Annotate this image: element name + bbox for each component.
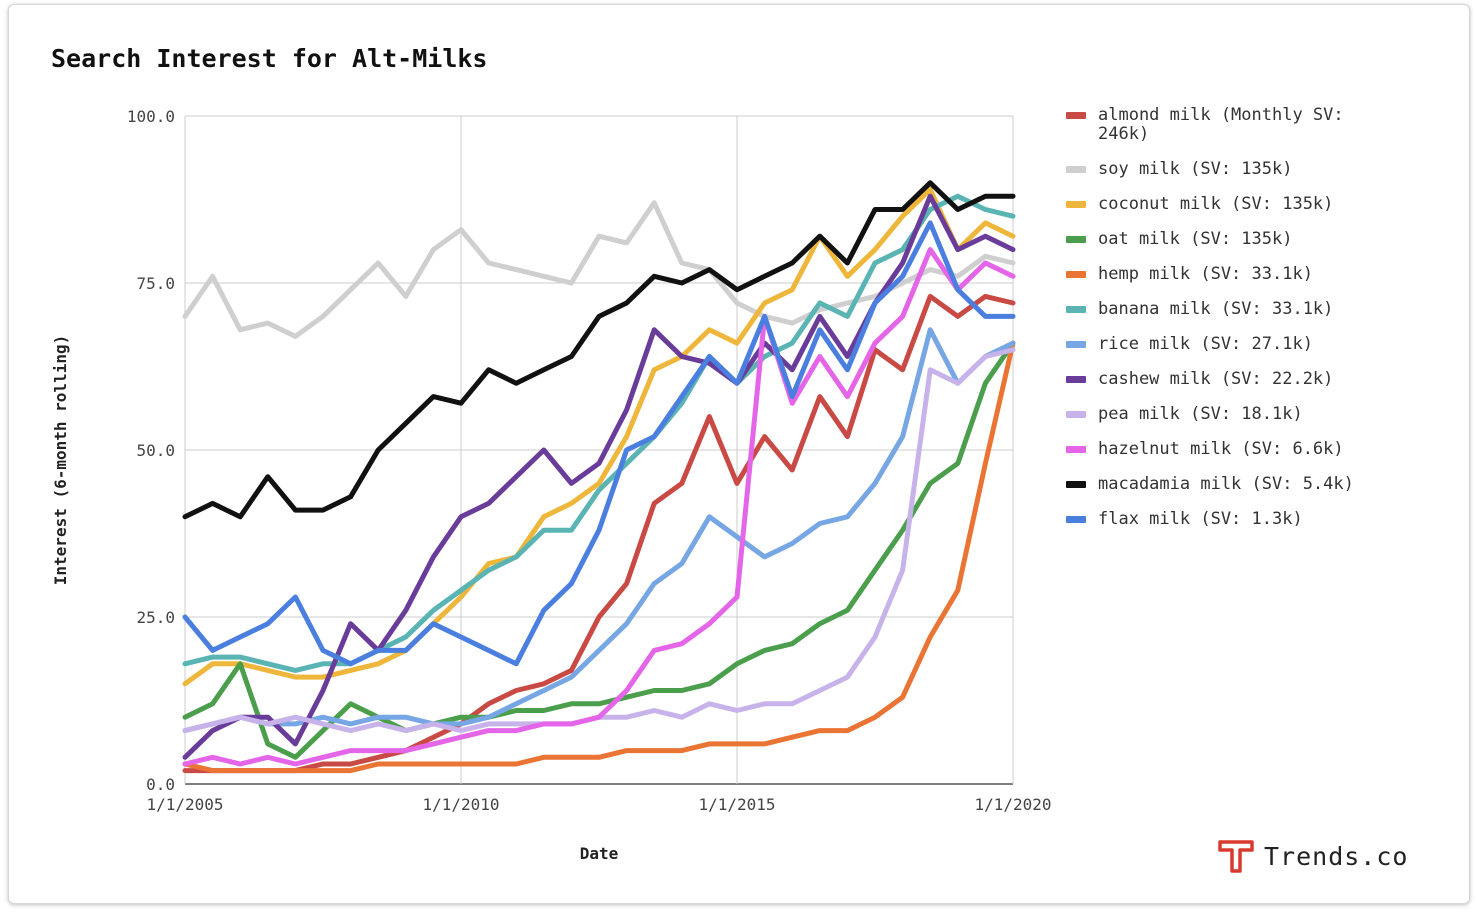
legend-swatch (1066, 201, 1086, 208)
legend-item-rice-milk: rice milk (SV: 27.1k) (1064, 335, 1404, 354)
legend-label: coconut milk (SV: 135k) (1098, 194, 1334, 214)
legend-label: hazelnut milk (SV: 6.6k) (1098, 439, 1344, 459)
legend-item-cashew-milk: cashew milk (SV: 22.2k) (1064, 370, 1404, 389)
series-line-macadamia-milk (182, 180, 1016, 520)
brand-logo: Trends.co (1218, 836, 1408, 876)
x-tick-label: 1/1/2020 (974, 795, 1051, 814)
legend-swatch (1066, 341, 1086, 348)
series-line-pea-milk (182, 347, 1016, 734)
legend-swatch (1066, 516, 1086, 523)
y-tick-label: 100.0 (127, 107, 175, 126)
legend-label: flax milk (SV: 1.3k) (1098, 509, 1303, 529)
y-tick-label: 50.0 (136, 441, 175, 460)
legend-item-hemp-milk: hemp milk (SV: 33.1k) (1064, 265, 1404, 284)
legend-label: macadamia milk (SV: 5.4k) (1098, 474, 1354, 494)
legend-item-banana-milk: banana milk (SV: 33.1k) (1064, 300, 1404, 319)
legend-label: cashew milk (SV: 22.2k) (1098, 369, 1334, 389)
legend-label: banana milk (SV: 33.1k) (1098, 299, 1334, 319)
series-line-rice-milk (182, 327, 1016, 734)
legend-swatch (1066, 481, 1086, 488)
series-line-banana-milk (182, 193, 1016, 673)
legend-swatch (1066, 446, 1086, 453)
series-line-hemp-milk (182, 340, 1016, 774)
y-axis-label: Interest (6-month rolling) (51, 335, 70, 585)
legend-label: rice milk (SV: 27.1k) (1098, 334, 1313, 354)
legend-item-macadamia-milk: macadamia milk (SV: 5.4k) (1064, 475, 1404, 494)
y-tick-label: 75.0 (136, 274, 175, 293)
legend-item-soy-milk: soy milk (SV: 135k) (1064, 160, 1404, 179)
legend-swatch (1066, 376, 1086, 383)
series-lines (182, 180, 1016, 774)
legend-item-coconut-milk: coconut milk (SV: 135k) (1064, 195, 1404, 214)
x-axis-label: Date (580, 844, 619, 863)
legend-item-flax-milk: flax milk (SV: 1.3k) (1064, 510, 1404, 529)
series-line-oat-milk (182, 340, 1016, 760)
legend-swatch (1066, 271, 1086, 278)
legend-label: almond milk (Monthly SV: 246k) (1098, 105, 1354, 144)
series-line-flax-milk (182, 220, 1016, 667)
legend-label: pea milk (SV: 18.1k) (1098, 404, 1303, 424)
series-line-hazelnut-milk (182, 247, 1016, 767)
legend-swatch (1066, 112, 1086, 119)
series-line-almond-milk (182, 293, 1016, 774)
legend-swatch (1066, 306, 1086, 313)
trends-t-logo-icon (1218, 840, 1254, 873)
x-tick-label: 1/1/2005 (146, 795, 223, 814)
legend-item-oat-milk: oat milk (SV: 135k) (1064, 230, 1404, 249)
legend-swatch (1066, 166, 1086, 173)
legend-label: hemp milk (SV: 33.1k) (1098, 264, 1313, 284)
legend-item-almond-milk: almond milk (Monthly SV: 246k) (1064, 106, 1404, 144)
legend-swatch (1066, 411, 1086, 418)
legend-label: oat milk (SV: 135k) (1098, 229, 1293, 249)
axis-ticks: 0.0 25.0 50.0 75.0 100.0 1/1/2005 1/1/2010 1/1/… (127, 107, 1052, 814)
y-tick-label: 25.0 (136, 608, 175, 627)
legend-swatch (1066, 236, 1086, 243)
legend: almond milk (Monthly SV: 246k) soy milk (… (1064, 106, 1404, 545)
series-line-coconut-milk (182, 187, 1016, 687)
chart-card (8, 4, 1470, 904)
brand-name: Trends.co (1264, 841, 1409, 871)
legend-item-pea-milk: pea milk (SV: 18.1k) (1064, 405, 1404, 424)
grid (184, 115, 1014, 785)
x-tick-label: 1/1/2010 (422, 795, 499, 814)
chart-title: Search Interest for Alt-Milks (51, 44, 488, 73)
y-tick-label: 0.0 (146, 775, 175, 794)
legend-label: soy milk (SV: 135k) (1098, 159, 1293, 179)
series-line-cashew-milk (182, 193, 1016, 760)
x-tick-label: 1/1/2015 (698, 795, 775, 814)
series-line-soy-milk (182, 200, 1016, 339)
legend-item-hazelnut-milk: hazelnut milk (SV: 6.6k) (1064, 440, 1404, 459)
